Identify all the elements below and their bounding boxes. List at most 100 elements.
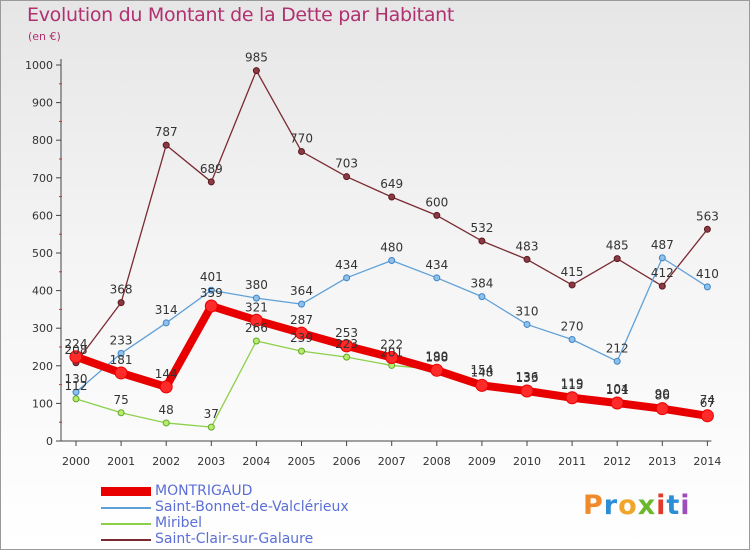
data-label-saint-bonnet: 487 — [651, 238, 674, 252]
data-label-montrigaud: 67 — [700, 396, 715, 410]
x-tick-label: 2000 — [62, 455, 90, 468]
data-label-saint-bonnet: 364 — [290, 284, 313, 298]
series-lines — [69, 67, 714, 431]
x-tick-label: 2002 — [152, 455, 180, 468]
point-saint-bonnet — [478, 293, 486, 301]
legend-label-saint-bonnet: Saint-Bonnet-de-Valclérieux — [155, 499, 349, 515]
data-label-saint-clair: 483 — [516, 239, 539, 253]
y-tick-label: 100 — [32, 397, 53, 410]
point-miribel — [117, 409, 125, 417]
point-saint-bonnet — [523, 320, 531, 328]
x-tick-label: 2004 — [242, 455, 270, 468]
point-saint-bonnet — [72, 388, 80, 396]
x-tick-label: 2001 — [107, 455, 135, 468]
data-label-miribel: 75 — [113, 393, 128, 407]
data-label-saint-bonnet: 233 — [110, 333, 133, 347]
point-miribel — [298, 347, 305, 355]
point-montrigaud — [655, 402, 669, 416]
y-tick-label: 0 — [46, 435, 53, 448]
x-tick-label: 2007 — [378, 455, 406, 468]
point-montrigaud — [340, 339, 354, 353]
data-label-saint-bonnet: 310 — [516, 304, 539, 318]
data-label-montrigaud: 359 — [200, 286, 223, 300]
data-label-saint-clair: 703 — [335, 157, 358, 171]
point-saint-clair — [207, 178, 215, 186]
point-saint-clair — [523, 255, 531, 263]
point-miribel — [162, 419, 170, 427]
legend-item-miribel: Miribel — [101, 516, 202, 531]
data-label-saint-bonnet: 380 — [245, 278, 268, 292]
legend-label-montrigaud: MONTRIGAUD — [155, 483, 253, 499]
y-tick-label: 800 — [32, 134, 53, 147]
data-label-miribel: 90 — [655, 387, 670, 401]
x-tick-label: 2012 — [603, 455, 631, 468]
data-label-saint-clair: 985 — [245, 51, 268, 65]
point-montrigaud — [159, 380, 173, 394]
data-label-saint-clair: 770 — [290, 131, 313, 145]
x-tick-label: 2011 — [558, 455, 586, 468]
point-saint-bonnet — [703, 283, 711, 291]
x-tick-label: 2009 — [468, 455, 496, 468]
y-tick-label: 200 — [32, 360, 53, 373]
data-label-saint-bonnet: 270 — [561, 319, 584, 333]
point-miribel — [343, 353, 351, 361]
x-tick-label: 2010 — [513, 455, 541, 468]
point-montrigaud — [204, 299, 218, 313]
data-label-montrigaud: 101 — [606, 383, 629, 397]
point-saint-bonnet — [658, 254, 666, 262]
data-label-miribel: 223 — [335, 337, 358, 351]
point-montrigaud — [385, 351, 399, 365]
proxiti-logo: Proxiti — [583, 490, 691, 521]
data-label-montrigaud: 133 — [516, 371, 539, 385]
data-label-saint-clair: 649 — [380, 177, 403, 191]
data-label-saint-bonnet: 401 — [200, 270, 223, 284]
chart-unit: (en €) — [28, 30, 61, 43]
axes: 0 100 200 300 400 500 600 700 800 900 1000 2000 2001… — [25, 59, 721, 468]
x-tick-label: 2014 — [693, 455, 721, 468]
point-saint-clair — [658, 282, 666, 290]
point-saint-clair — [613, 255, 621, 263]
legend-swatch-montrigaud — [101, 487, 151, 496]
point-saint-clair — [388, 193, 396, 201]
legend-item-montrigaud: MONTRIGAUD — [101, 484, 252, 499]
data-label-montrigaud: 144 — [155, 367, 178, 381]
data-label-saint-clair: 689 — [200, 162, 223, 176]
point-saint-bonnet — [343, 274, 351, 282]
x-tick-label: 2013 — [648, 455, 676, 468]
data-label-miribel: 119 — [561, 376, 584, 390]
legend-swatch-miribel — [101, 522, 151, 525]
data-label-miribel: 74 — [700, 393, 715, 407]
x-tick-label: 2003 — [197, 455, 225, 468]
point-saint-clair — [433, 211, 441, 219]
point-montrigaud — [610, 396, 624, 410]
data-label-montrigaud: 321 — [245, 300, 268, 314]
point-montrigaud — [430, 363, 444, 377]
data-label-miribel: 154 — [470, 363, 493, 377]
data-label-saint-clair: 563 — [696, 209, 719, 223]
y-tick-label: 700 — [32, 172, 53, 185]
point-montrigaud — [69, 350, 83, 364]
data-label-montrigaud: 188 — [425, 350, 448, 364]
data-label-miribel: 48 — [159, 403, 174, 417]
data-label-saint-bonnet: 434 — [425, 258, 448, 272]
data-label-saint-bonnet: 314 — [155, 303, 178, 317]
x-tick-label: 2006 — [333, 455, 361, 468]
data-label-miribel: 266 — [245, 321, 268, 335]
data-label-miribel: 112 — [65, 379, 88, 393]
data-label-saint-clair: 600 — [425, 195, 448, 209]
point-saint-bonnet — [207, 286, 215, 294]
data-label-montrigaud: 115 — [561, 378, 584, 392]
point-montrigaud — [249, 313, 263, 327]
point-saint-bonnet — [252, 294, 260, 302]
data-label-montrigaud: 148 — [470, 365, 493, 379]
data-label-saint-clair: 412 — [651, 266, 674, 280]
data-label-miribel: 136 — [516, 370, 539, 384]
x-tick-label: 2008 — [423, 455, 451, 468]
point-montrigaud — [295, 326, 308, 340]
point-saint-clair — [252, 67, 260, 75]
chart-title: Evolution du Montant de la Dette par Hab… — [27, 4, 455, 26]
data-label-montrigaud: 287 — [290, 313, 313, 327]
data-labels: 208 368 787 689 985 770 703 649 600 532 483 415 485 4… — [65, 51, 719, 421]
point-miribel — [72, 395, 80, 403]
y-tick-label: 900 — [32, 97, 53, 110]
